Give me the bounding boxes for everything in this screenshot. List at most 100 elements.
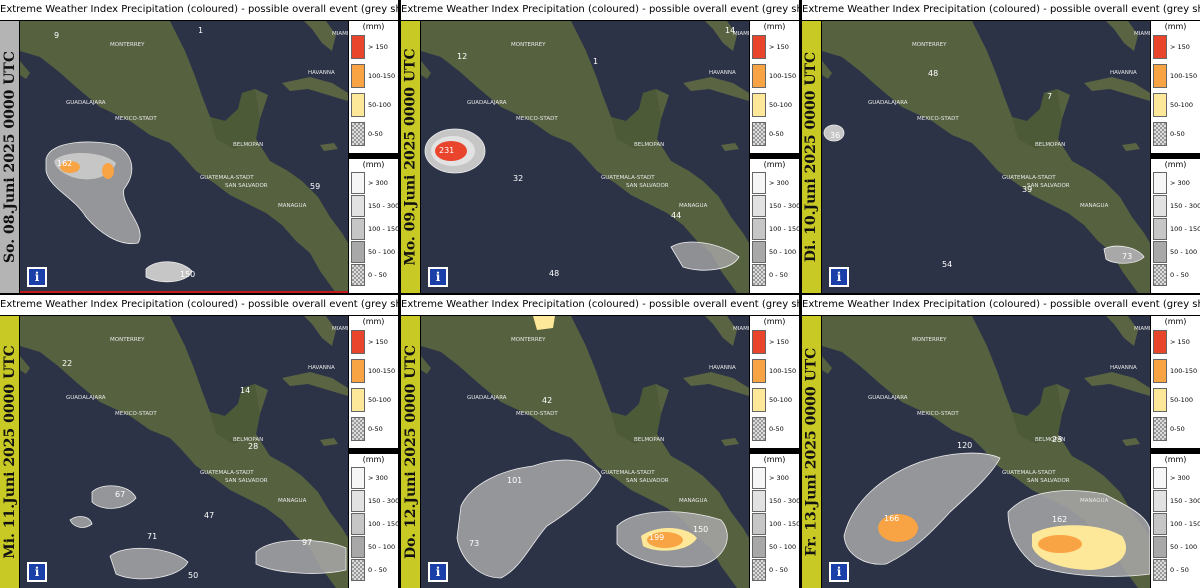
info-icon[interactable]: i (428, 562, 448, 582)
city-label: SAN SALVADOR (626, 183, 669, 189)
city-label: HAVANNA (709, 70, 736, 76)
city-label: MONTERREY (110, 42, 145, 48)
info-icon[interactable]: i (27, 267, 47, 287)
legend-label: 50 - 100 (368, 543, 396, 551)
legend-label: 0-50 (769, 130, 784, 138)
legend-label: 0 - 50 (1170, 566, 1189, 574)
city-label: MIAMI (733, 326, 749, 332)
forecast-date: So. 08.Juni 2025 0000 UTC (1, 51, 18, 263)
legend-label: 100 - 150 (769, 225, 799, 233)
legend-label: 50-100 (769, 396, 793, 404)
date-bar: Mi. 11.Juni 2025 0000 UTC (0, 316, 19, 588)
legend-area: (mm) > 150 100-150 50-100 0-50 (mm) > 30… (1151, 21, 1200, 293)
value-label: 12 (457, 52, 467, 61)
value-label: 73 (469, 539, 479, 548)
legend-label: > 150 (769, 338, 789, 346)
grey-shade-region (843, 452, 1001, 565)
grey-shade-region (670, 241, 740, 271)
precipitation-map[interactable]: MONTERREY MIAMI HAVANNA GUADALAJARA MEXICO-S… (20, 21, 348, 293)
city-label: BELMOPAN (1035, 142, 1065, 148)
city-label: MEXICO-STADT (516, 411, 558, 417)
map-canvas: MONTERREY MIAMI HAVANNA GUADALAJARA MEXICO-S… (822, 316, 1150, 588)
map-canvas: MONTERREY MIAMI HAVANNA GUADALAJARA MEXICO-S… (421, 21, 749, 293)
info-icon[interactable]: i (829, 267, 849, 287)
city-label: HAVANNA (308, 365, 335, 371)
city-label: MIAMI (1134, 326, 1150, 332)
city-label: MONTERREY (912, 42, 947, 48)
precipitation-map[interactable]: MONTERREY MIAMI HAVANNA GUADALAJARA MEXICO-S… (421, 316, 749, 588)
legend-area: (mm) > 150 100-150 50-100 0-50 (mm) > 30… (750, 316, 799, 588)
grey-legend: (mm) > 300 150 - 300 100 - 150 50 - 100 … (750, 454, 799, 588)
legend-unit: (mm) (1164, 22, 1187, 31)
city-label: HAVANNA (709, 365, 736, 371)
value-label: 1 (593, 57, 598, 66)
panel-title: Extreme Weather Index Precipitation (col… (401, 295, 799, 315)
panel-title: Extreme Weather Index Precipitation (col… (0, 295, 398, 315)
city-label: SAN SALVADOR (1027, 478, 1070, 484)
legend-label: 50 - 100 (769, 543, 797, 551)
legend-label: 50 - 100 (1170, 543, 1198, 551)
value-label: 1 (198, 26, 203, 35)
map-canvas: MONTERREY MIAMI HAVANNA GUADALAJARA MEXICO-S… (421, 316, 749, 588)
legend-label: 100 - 150 (1170, 520, 1200, 528)
forecast-panel-4: Extreme Weather Index Precipitation (col… (0, 295, 398, 588)
value-label: 150 (180, 270, 195, 279)
city-label: SAN SALVADOR (626, 478, 669, 484)
legend-area: (mm) > 150 100-150 50-100 0-50 (mm) > 30… (1151, 316, 1200, 588)
grey-legend: (mm) > 300 150 - 300 100 - 150 50 - 100 … (1151, 159, 1200, 293)
city-label: SAN SALVADOR (1027, 183, 1070, 189)
city-label: MEXICO-STADT (115, 411, 157, 417)
legend-label: 150 - 300 (769, 202, 799, 210)
legend-label: 150 - 300 (1170, 497, 1200, 505)
legend-unit: (mm) (763, 455, 786, 464)
city-label: GUATEMALA-STADT (601, 175, 655, 181)
value-label: 67 (115, 490, 125, 499)
precipitation-map[interactable]: MONTERREY MIAMI HAVANNA GUADALAJARA MEXICO-S… (20, 316, 348, 588)
value-label: 42 (542, 396, 552, 405)
city-label: HAVANNA (1110, 70, 1137, 76)
panel-title: Extreme Weather Index Precipitation (col… (401, 0, 799, 20)
legend-label: 0 - 50 (769, 271, 788, 279)
legend-label: 0-50 (1170, 130, 1185, 138)
precipitation-map[interactable]: MONTERREY MIAMI HAVANNA GUADALAJARA MEXICO-S… (822, 316, 1150, 588)
city-label: GUADALAJARA (868, 100, 908, 106)
value-label: 54 (942, 260, 952, 269)
colour-legend: (mm) > 150 100-150 50-100 0-50 (1151, 21, 1200, 153)
precipitation-map[interactable]: MONTERREY MIAMI HAVANNA GUADALAJARA MEXICO-S… (421, 21, 749, 293)
info-icon[interactable]: i (27, 562, 47, 582)
panel-title: Extreme Weather Index Precipitation (col… (802, 295, 1200, 315)
legend-unit: (mm) (362, 317, 385, 326)
value-label: 97 (302, 538, 312, 547)
map-canvas: MONTERREY MIAMI HAVANNA GUADALAJARA MEXICO-S… (20, 316, 348, 588)
forecast-date: Mo. 09.Juni 2025 0000 UTC (402, 48, 419, 266)
precipitation-map[interactable]: MONTERREY MIAMI HAVANNA GUADALAJARA MEXICO-S… (822, 21, 1150, 293)
colour-legend: (mm) > 150 100-150 50-100 0-50 (750, 21, 799, 153)
legend-label: 0-50 (368, 130, 383, 138)
forecast-panel-2: Extreme Weather Index Precipitation (col… (401, 0, 799, 293)
date-bar: Mo. 09.Juni 2025 0000 UTC (401, 21, 420, 293)
legend-label: 50-100 (1170, 101, 1194, 109)
city-label: MANAGUA (278, 203, 307, 209)
city-label: BELMOPAN (634, 437, 664, 443)
date-bar: Do. 12.Juni 2025 0000 UTC (401, 316, 420, 588)
info-icon[interactable]: i (428, 267, 448, 287)
info-icon[interactable]: i (829, 562, 849, 582)
value-label: 166 (884, 514, 899, 523)
grey-legend: (mm) > 300 150 - 300 100 - 150 50 - 100 … (349, 454, 398, 588)
forecast-date: Fr. 13.Juni 2025 0000 UTC (803, 347, 820, 557)
legend-label: 150 - 300 (769, 497, 799, 505)
city-label: BELMOPAN (233, 437, 263, 443)
legend-label: > 300 (769, 474, 789, 482)
value-label: 48 (928, 69, 938, 78)
city-label: MANAGUA (679, 498, 708, 504)
city-label: MONTERREY (110, 337, 145, 343)
legend-label: > 150 (368, 43, 388, 51)
value-label: 231 (439, 146, 454, 155)
legend-label: 150 - 300 (1170, 202, 1200, 210)
city-label: GUADALAJARA (66, 395, 106, 401)
legend-area: (mm) > 150 100-150 50-100 0-50 (mm) > 30… (750, 21, 799, 293)
legend-label: > 150 (1170, 338, 1190, 346)
colour-legend: (mm) > 150 100-150 50-100 0-50 (349, 316, 398, 448)
value-label: 120 (957, 441, 972, 450)
forecast-panel-5: Extreme Weather Index Precipitation (col… (401, 295, 799, 588)
